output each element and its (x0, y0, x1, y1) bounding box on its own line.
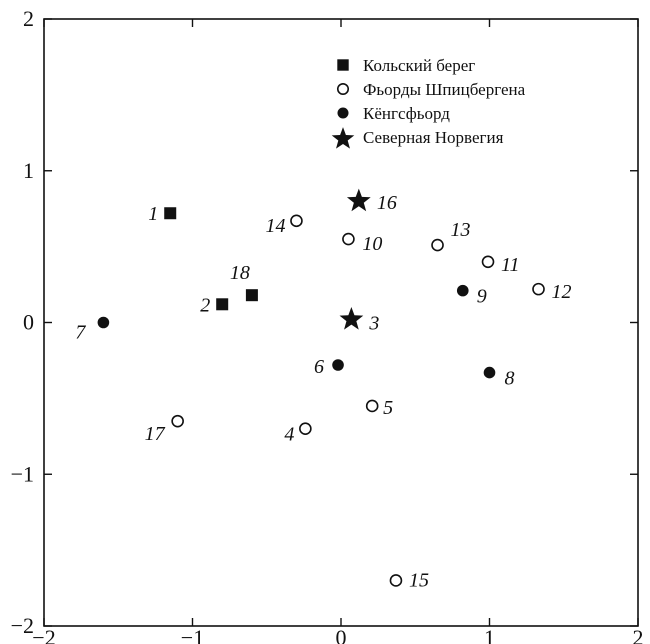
data-point (216, 298, 229, 311)
point-label: 12 (552, 281, 572, 303)
point-label: 11 (501, 254, 520, 276)
data-point (97, 316, 110, 329)
data-point (389, 574, 403, 587)
legend-marker (337, 107, 349, 119)
data-point (164, 207, 177, 220)
data-point (299, 422, 312, 436)
point-label: 3 (368, 312, 379, 334)
y-tick-label: −1 (11, 461, 34, 486)
data-point (290, 214, 303, 228)
point-label: 5 (383, 397, 393, 419)
legend-entry: Кёнгсфьорд (363, 104, 450, 123)
data-point (532, 282, 545, 296)
data-point (431, 238, 444, 252)
legend-marker (337, 59, 349, 71)
data-point (481, 255, 495, 269)
x-tick-label: −1 (181, 625, 204, 644)
x-tick-label: 2 (633, 625, 644, 644)
data-point (171, 414, 184, 428)
data-point (365, 399, 379, 413)
data-point (332, 359, 344, 371)
point-label: 2 (200, 294, 210, 316)
data-point (456, 284, 469, 297)
point-label: 6 (314, 356, 324, 378)
point-label: 16 (377, 192, 397, 214)
y-tick-label: 0 (23, 310, 34, 335)
data-point (483, 366, 496, 379)
point-label: 13 (451, 219, 471, 241)
y-tick-label: 2 (23, 6, 34, 31)
point-label: 14 (265, 215, 285, 237)
legend: Кольский берег Фьорды Шпицбергена Кёнгсфьо… (331, 56, 526, 149)
data-point (342, 232, 355, 246)
point-label: 7 (75, 322, 86, 344)
x-tick-label: 0 (336, 625, 347, 644)
x-tick-label: −2 (32, 625, 55, 644)
legend-marker (331, 127, 355, 149)
x-tick-label: 1 (484, 625, 495, 644)
legend-entry: Фьорды Шпицбергена (363, 80, 526, 99)
point-label: 10 (362, 233, 382, 255)
data-point (245, 289, 258, 302)
legend-entry: Кольский берег (363, 56, 475, 75)
point-label: 8 (505, 368, 515, 390)
point-label: 15 (409, 569, 429, 591)
data-point (346, 188, 371, 212)
y-tick-label: 1 (23, 158, 34, 183)
point-label: 1 (148, 203, 158, 225)
point-label: 18 (230, 262, 250, 284)
y-tick-label: −2 (11, 613, 34, 638)
legend-entry: Северная Норвегия (363, 128, 504, 147)
point-label: 4 (284, 424, 294, 446)
legend-marker (336, 82, 350, 96)
point-label: 9 (477, 286, 487, 308)
data-point (339, 306, 364, 330)
point-label: 17 (145, 423, 166, 445)
